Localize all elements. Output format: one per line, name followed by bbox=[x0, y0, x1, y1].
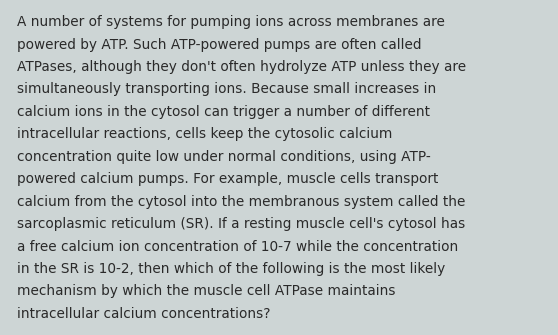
Text: ATPases, although they don't often hydrolyze ATP unless they are: ATPases, although they don't often hydro… bbox=[17, 60, 466, 74]
Text: in the SR is 10-2, then which of the following is the most likely: in the SR is 10-2, then which of the fol… bbox=[17, 262, 445, 276]
Text: sarcoplasmic reticulum (SR). If a resting muscle cell's cytosol has: sarcoplasmic reticulum (SR). If a restin… bbox=[17, 217, 465, 231]
Text: A number of systems for pumping ions across membranes are: A number of systems for pumping ions acr… bbox=[17, 15, 445, 29]
Text: mechanism by which the muscle cell ATPase maintains: mechanism by which the muscle cell ATPas… bbox=[17, 284, 395, 298]
Text: intracellular reactions, cells keep the cytosolic calcium: intracellular reactions, cells keep the … bbox=[17, 127, 392, 141]
Text: calcium from the cytosol into the membranous system called the: calcium from the cytosol into the membra… bbox=[17, 195, 465, 209]
Text: a free calcium ion concentration of 10-7 while the concentration: a free calcium ion concentration of 10-7… bbox=[17, 240, 458, 254]
Text: simultaneously transporting ions. Because small increases in: simultaneously transporting ions. Becaus… bbox=[17, 82, 436, 96]
Text: powered calcium pumps. For example, muscle cells transport: powered calcium pumps. For example, musc… bbox=[17, 172, 438, 186]
Text: powered by ATP. Such ATP-powered pumps are often called: powered by ATP. Such ATP-powered pumps a… bbox=[17, 38, 421, 52]
Text: concentration quite low under normal conditions, using ATP-: concentration quite low under normal con… bbox=[17, 150, 430, 164]
Text: intracellular calcium concentrations?: intracellular calcium concentrations? bbox=[17, 307, 270, 321]
Text: calcium ions in the cytosol can trigger a number of different: calcium ions in the cytosol can trigger … bbox=[17, 105, 430, 119]
